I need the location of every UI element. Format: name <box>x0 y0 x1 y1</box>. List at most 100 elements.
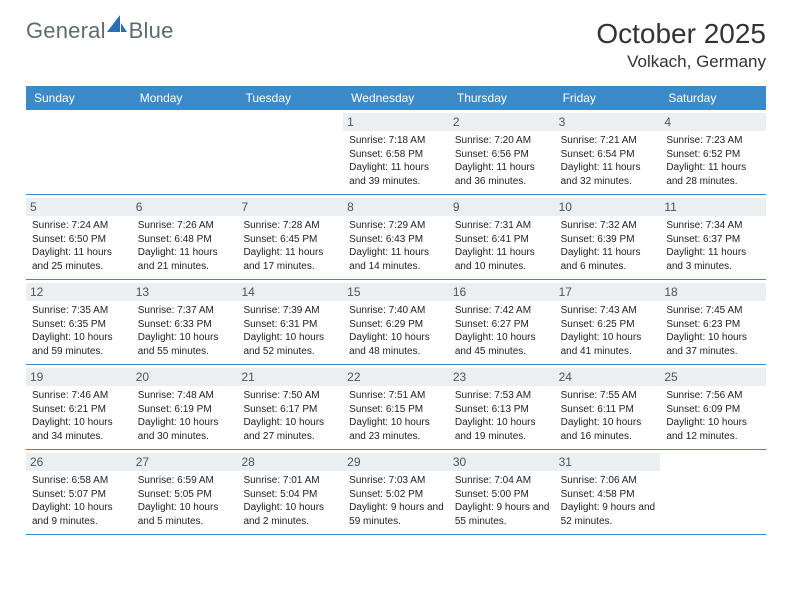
day-cell: 19 Sunrise: 7:46 AMSunset: 6:21 PMDayligh… <box>26 365 132 449</box>
days-of-week-row: SundayMondayTuesdayWednesdayThursdayFrid… <box>26 86 766 110</box>
day-cell: 24Sunrise: 7:55 AMSunset: 6:11 PMDayligh… <box>555 365 661 449</box>
day-cell: 8Sunrise: 7:29 AMSunset: 6:43 PMDaylight… <box>343 195 449 279</box>
day-cell: 9 Sunrise: 7:31 AMSunset: 6:41 PMDaylight… <box>449 195 555 279</box>
day-cell: 18 Sunrise: 7:45 AMSunset: 6:23 PMDayligh… <box>660 280 766 364</box>
day-number: 12 <box>26 283 132 301</box>
dow-cell: Monday <box>132 86 238 110</box>
day-cell: 30 Sunrise: 7:04 AMSunset: 5:00 PMDayligh… <box>449 450 555 534</box>
day-text: Sunrise: 7:28 AMSunset: 6:45 PMDaylight:… <box>243 219 339 273</box>
day-cell: 4Sunrise: 7:23 AMSunset: 6:52 PMDaylight… <box>660 110 766 194</box>
day-number: 15 <box>343 283 449 301</box>
day-cell: 1Sunrise: 7:18 AMSunset: 6:58 PMDaylight… <box>343 110 449 194</box>
day-number: 23 <box>449 368 555 386</box>
day-text: Sunrise: 7:01 AMSunset: 5:04 PMDaylight:… <box>243 474 339 528</box>
day-text: Sunrise: 7:48 AMSunset: 6:19 PMDaylight:… <box>138 389 234 443</box>
day-number: 19 <box>26 368 132 386</box>
day-number: 17 <box>555 283 661 301</box>
day-text: Sunrise: 7:21 AMSunset: 6:54 PMDaylight:… <box>561 134 657 188</box>
day-cell: 16 Sunrise: 7:42 AMSunset: 6:27 PMDayligh… <box>449 280 555 364</box>
day-number: 13 <box>132 283 238 301</box>
day-cell: 23Sunrise: 7:53 AMSunset: 6:13 PMDayligh… <box>449 365 555 449</box>
day-text: Sunrise: 6:58 AMSunset: 5:07 PMDaylight:… <box>32 474 128 528</box>
day-text: Sunrise: 7:34 AMSunset: 6:37 PMDaylight:… <box>666 219 762 273</box>
day-text: Sunrise: 7:23 AMSunset: 6:52 PMDaylight:… <box>666 134 762 188</box>
dow-cell: Tuesday <box>237 86 343 110</box>
day-cell <box>660 450 766 534</box>
dow-cell: Saturday <box>660 86 766 110</box>
day-cell <box>132 110 238 194</box>
day-text: Sunrise: 7:43 AMSunset: 6:25 PMDaylight:… <box>561 304 657 358</box>
day-number: 14 <box>237 283 343 301</box>
week-row: 19 Sunrise: 7:46 AMSunset: 6:21 PMDayligh… <box>26 365 766 450</box>
day-text: Sunrise: 7:56 AMSunset: 6:09 PMDaylight:… <box>666 389 762 443</box>
day-number: 8 <box>343 198 449 216</box>
day-cell <box>237 110 343 194</box>
day-text: Sunrise: 7:06 AMSunset: 4:58 PMDaylight:… <box>561 474 657 528</box>
day-text: Sunrise: 7:46 AMSunset: 6:21 PMDaylight:… <box>32 389 128 443</box>
day-cell: 15Sunrise: 7:40 AMSunset: 6:29 PMDayligh… <box>343 280 449 364</box>
day-cell: 26 Sunrise: 6:58 AMSunset: 5:07 PMDayligh… <box>26 450 132 534</box>
day-text: Sunrise: 6:59 AMSunset: 5:05 PMDaylight:… <box>138 474 234 528</box>
day-number: 9 <box>449 198 555 216</box>
logo: General Blue <box>26 18 174 44</box>
day-text: Sunrise: 7:20 AMSunset: 6:56 PMDaylight:… <box>455 134 551 188</box>
day-text: Sunrise: 7:37 AMSunset: 6:33 PMDaylight:… <box>138 304 234 358</box>
calendar-document: General Blue October 2025 Volkach, Germa… <box>0 0 792 545</box>
day-number: 6 <box>132 198 238 216</box>
day-cell: 31 Sunrise: 7:06 AMSunset: 4:58 PMDayligh… <box>555 450 661 534</box>
day-text: Sunrise: 7:24 AMSunset: 6:50 PMDaylight:… <box>32 219 128 273</box>
day-cell: 6 Sunrise: 7:26 AMSunset: 6:48 PMDaylight… <box>132 195 238 279</box>
logo-text-1: General <box>26 18 106 44</box>
day-text: Sunrise: 7:03 AMSunset: 5:02 PMDaylight:… <box>349 474 445 528</box>
day-cell: 20Sunrise: 7:48 AMSunset: 6:19 PMDayligh… <box>132 365 238 449</box>
day-number: 1 <box>343 113 449 131</box>
day-cell: 13 Sunrise: 7:37 AMSunset: 6:33 PMDayligh… <box>132 280 238 364</box>
day-cell: 25 Sunrise: 7:56 AMSunset: 6:09 PMDayligh… <box>660 365 766 449</box>
day-cell: 14 Sunrise: 7:39 AMSunset: 6:31 PMDayligh… <box>237 280 343 364</box>
day-number: 26 <box>26 453 132 471</box>
month-title: October 2025 <box>596 18 766 50</box>
day-number: 11 <box>660 198 766 216</box>
day-number: 31 <box>555 453 661 471</box>
day-text: Sunrise: 7:04 AMSunset: 5:00 PMDaylight:… <box>455 474 551 528</box>
dow-cell: Thursday <box>449 86 555 110</box>
title-block: October 2025 Volkach, Germany <box>596 18 766 72</box>
dow-cell: Sunday <box>26 86 132 110</box>
day-text: Sunrise: 7:26 AMSunset: 6:48 PMDaylight:… <box>138 219 234 273</box>
day-text: Sunrise: 7:55 AMSunset: 6:11 PMDaylight:… <box>561 389 657 443</box>
header: General Blue October 2025 Volkach, Germa… <box>26 18 766 72</box>
day-number: 5 <box>26 198 132 216</box>
day-cell: 3 Sunrise: 7:21 AMSunset: 6:54 PMDaylight… <box>555 110 661 194</box>
weeks-container: 1Sunrise: 7:18 AMSunset: 6:58 PMDaylight… <box>26 110 766 535</box>
day-number: 16 <box>449 283 555 301</box>
day-number: 10 <box>555 198 661 216</box>
day-text: Sunrise: 7:39 AMSunset: 6:31 PMDaylight:… <box>243 304 339 358</box>
day-cell: 10Sunrise: 7:32 AMSunset: 6:39 PMDayligh… <box>555 195 661 279</box>
day-text: Sunrise: 7:42 AMSunset: 6:27 PMDaylight:… <box>455 304 551 358</box>
week-row: 26 Sunrise: 6:58 AMSunset: 5:07 PMDayligh… <box>26 450 766 535</box>
day-text: Sunrise: 7:51 AMSunset: 6:15 PMDaylight:… <box>349 389 445 443</box>
day-number: 3 <box>555 113 661 131</box>
day-text: Sunrise: 7:35 AMSunset: 6:35 PMDaylight:… <box>32 304 128 358</box>
week-row: 1Sunrise: 7:18 AMSunset: 6:58 PMDaylight… <box>26 110 766 195</box>
dow-cell: Friday <box>555 86 661 110</box>
day-number: 27 <box>132 453 238 471</box>
day-text: Sunrise: 7:45 AMSunset: 6:23 PMDaylight:… <box>666 304 762 358</box>
day-number: 25 <box>660 368 766 386</box>
calendar-grid: SundayMondayTuesdayWednesdayThursdayFrid… <box>26 86 766 535</box>
day-cell: 29 Sunrise: 7:03 AMSunset: 5:02 PMDayligh… <box>343 450 449 534</box>
day-cell: 17 Sunrise: 7:43 AMSunset: 6:25 PMDayligh… <box>555 280 661 364</box>
day-cell: 5 Sunrise: 7:24 AMSunset: 6:50 PMDaylight… <box>26 195 132 279</box>
week-row: 5 Sunrise: 7:24 AMSunset: 6:50 PMDaylight… <box>26 195 766 280</box>
day-text: Sunrise: 7:31 AMSunset: 6:41 PMDaylight:… <box>455 219 551 273</box>
day-text: Sunrise: 7:50 AMSunset: 6:17 PMDaylight:… <box>243 389 339 443</box>
day-cell: 7Sunrise: 7:28 AMSunset: 6:45 PMDaylight… <box>237 195 343 279</box>
day-number: 30 <box>449 453 555 471</box>
day-number: 2 <box>449 113 555 131</box>
day-number: 29 <box>343 453 449 471</box>
day-number: 21 <box>237 368 343 386</box>
day-number: 18 <box>660 283 766 301</box>
day-cell: 21 Sunrise: 7:50 AMSunset: 6:17 PMDayligh… <box>237 365 343 449</box>
day-cell: 27 Sunrise: 6:59 AMSunset: 5:05 PMDayligh… <box>132 450 238 534</box>
day-number: 28 <box>237 453 343 471</box>
